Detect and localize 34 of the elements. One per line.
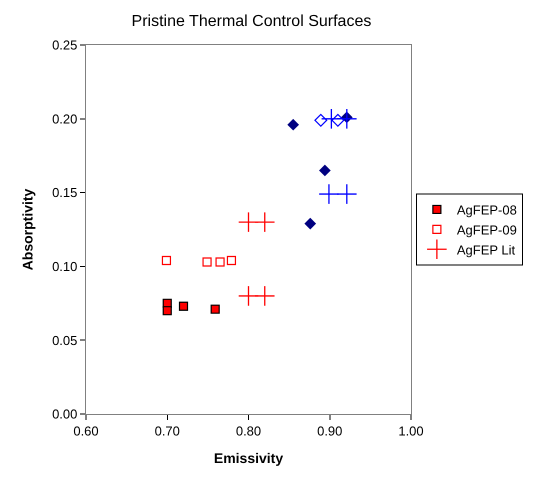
point <box>314 114 328 127</box>
y-axis-title: Absorptivity <box>20 188 36 270</box>
point <box>226 256 236 266</box>
point <box>304 218 316 230</box>
x-tick-label: 1.00 <box>398 424 424 439</box>
point <box>215 257 225 267</box>
y-tick-label: 0.20 <box>52 111 78 126</box>
point <box>202 257 212 267</box>
x-tick-label: 0.60 <box>73 424 99 439</box>
legend-label: AgFEP-08 <box>456 202 517 218</box>
x-axis-title: Emissivity <box>214 450 284 466</box>
point <box>287 118 300 131</box>
x-tick-label: 0.90 <box>317 424 342 439</box>
point <box>210 304 220 314</box>
point <box>178 302 188 311</box>
point <box>254 285 276 306</box>
point <box>162 306 172 316</box>
chart-title: Pristine Thermal Control Surfaces <box>132 12 372 30</box>
point <box>254 212 276 233</box>
x-tick-label: 0.80 <box>236 424 262 439</box>
legend-label: AgFEP-09 <box>456 222 517 238</box>
point <box>319 164 331 176</box>
point <box>318 184 340 205</box>
point <box>331 114 344 127</box>
y-tick-label: 0.25 <box>52 38 78 53</box>
y-tick-label: 0.05 <box>52 332 78 348</box>
y-tick-label: 0.00 <box>52 406 78 422</box>
y-tick-label: 0.10 <box>52 258 78 274</box>
point <box>162 256 172 266</box>
legend-label: AgFEP Lit <box>456 242 516 258</box>
x-tick-label: 0.70 <box>154 424 180 439</box>
y-tick-label: 0.15 <box>52 185 78 200</box>
point <box>336 108 358 130</box>
point <box>336 184 358 205</box>
